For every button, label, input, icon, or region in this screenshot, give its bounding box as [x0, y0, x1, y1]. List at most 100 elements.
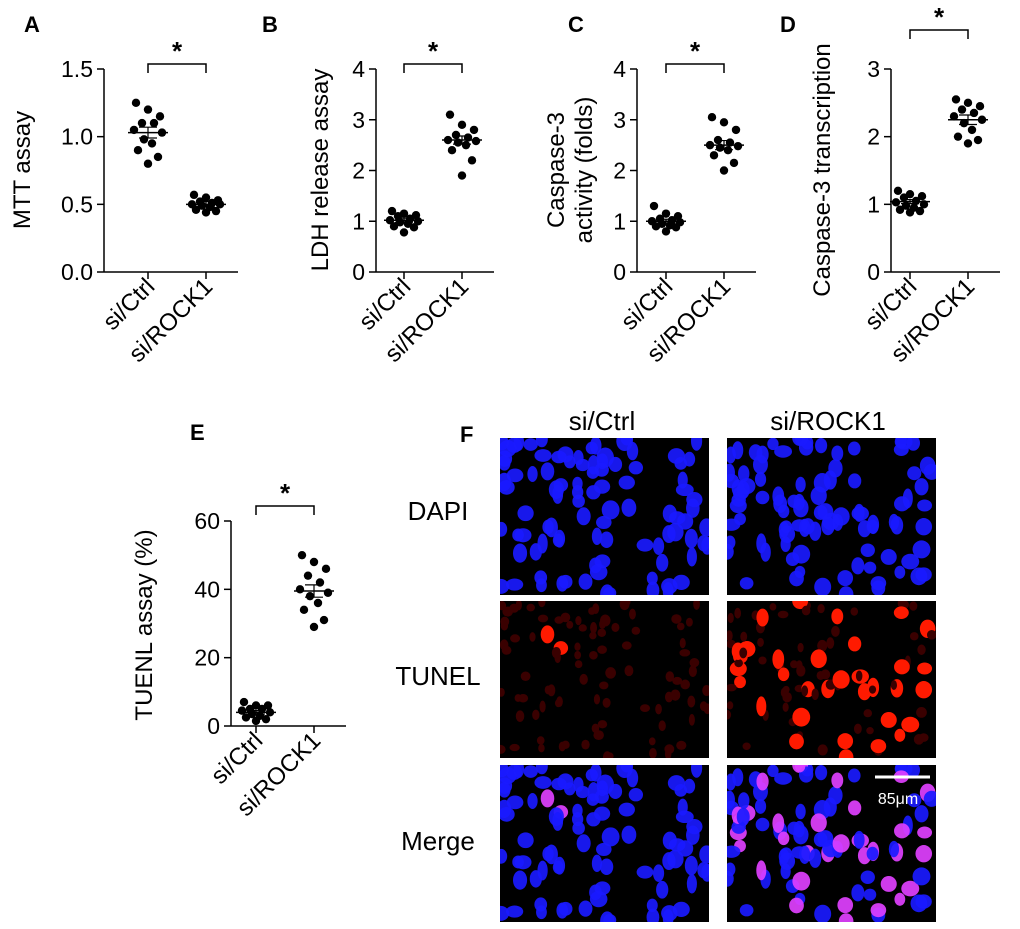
- data-point: [973, 135, 983, 145]
- nucleus: [500, 455, 511, 471]
- nucleus: [755, 817, 770, 832]
- y-axis-title: LDH release assay: [307, 69, 334, 272]
- tunel-faint-nucleus: [593, 694, 601, 705]
- nucleus: [795, 803, 806, 820]
- tunel-faint-nucleus: [602, 697, 611, 708]
- tunel-positive-nucleus: [756, 696, 767, 717]
- nucleus: [847, 473, 862, 489]
- data-point: [729, 158, 739, 168]
- tunel-faint-nucleus: [551, 647, 561, 659]
- data-point: [731, 125, 741, 135]
- nucleus: [794, 765, 806, 773]
- data-point: [649, 201, 659, 211]
- nucleus: [810, 486, 827, 506]
- nucleus: [923, 463, 936, 480]
- nucleus: [616, 438, 633, 452]
- tunel-positive-nucleus: [729, 661, 747, 677]
- data-point: [413, 217, 423, 226]
- series-si-rock1: [948, 95, 988, 148]
- series-si-ctrl: [384, 206, 424, 237]
- nucleus: [777, 831, 790, 846]
- data-point: [303, 571, 313, 580]
- nucleus: [552, 860, 564, 874]
- nucleus: [506, 578, 524, 591]
- data-point: [201, 208, 211, 217]
- y-tick-label: 0.0: [61, 259, 93, 285]
- tunel-faint-nucleus: [597, 720, 608, 729]
- nucleus: [514, 855, 532, 870]
- data-point: [147, 139, 157, 148]
- nucleus: [870, 576, 887, 591]
- data-point: [451, 130, 461, 140]
- nucleus: [683, 778, 696, 794]
- row-label: TUNEL: [395, 661, 480, 691]
- nucleus: [810, 813, 827, 833]
- data-point: [963, 139, 973, 148]
- nucleus: [809, 848, 822, 868]
- nucleus: [548, 480, 564, 500]
- nucleus: [912, 540, 931, 559]
- tunel-positive-nucleus: [540, 625, 555, 644]
- tunel-faint-nucleus: [591, 723, 600, 734]
- tunel-faint-nucleus: [777, 610, 789, 619]
- nucleus: [534, 570, 548, 585]
- nucleus: [506, 905, 524, 918]
- y-tick-label: 1.0: [61, 124, 93, 150]
- nucleus: [832, 507, 850, 526]
- data-point: [709, 151, 719, 160]
- significance-star: *: [280, 478, 291, 508]
- tunel-positive-nucleus: [777, 667, 790, 682]
- tunel-faint-nucleus: [734, 659, 743, 668]
- tunel-faint-nucleus: [679, 649, 691, 657]
- tunel-faint-nucleus: [685, 617, 693, 627]
- nucleus: [838, 586, 854, 595]
- tunel-positive-nucleus: [838, 749, 854, 758]
- nucleus: [793, 498, 809, 518]
- tunel-faint-nucleus: [538, 601, 546, 608]
- y-tick-label: 4: [352, 56, 365, 82]
- nucleus: [815, 438, 828, 454]
- tunel-faint-nucleus: [517, 694, 529, 703]
- tunel-faint-nucleus: [554, 699, 562, 708]
- nucleus: [870, 903, 887, 918]
- tunel-faint-nucleus: [680, 679, 691, 690]
- data-point: [967, 125, 977, 135]
- nucleus: [923, 790, 936, 807]
- y-tick-label: 20: [194, 645, 220, 671]
- data-point: [143, 159, 153, 168]
- data-point: [131, 98, 141, 108]
- tunel-faint-nucleus: [790, 660, 798, 669]
- data-point: [951, 95, 961, 104]
- nucleus: [618, 802, 635, 817]
- nucleus: [672, 901, 690, 917]
- nucleus: [727, 535, 736, 550]
- y-axis-title: TUENL assay (%): [131, 529, 158, 720]
- tunel-faint-nucleus: [510, 634, 521, 643]
- data-point: [155, 112, 165, 121]
- tunel-faint-nucleus: [740, 631, 748, 642]
- nucleus: [675, 483, 694, 497]
- tunel-faint-nucleus: [537, 614, 549, 623]
- nucleus: [572, 494, 585, 508]
- nucleus: [506, 765, 523, 780]
- y-tick-label: 1: [867, 191, 880, 217]
- nucleus: [727, 862, 736, 877]
- data-point: [189, 190, 199, 200]
- data-point: [321, 564, 331, 574]
- nucleus: [727, 845, 741, 858]
- nucleus: [628, 461, 644, 475]
- tunel-faint-nucleus: [588, 607, 596, 615]
- data-point: [319, 615, 329, 625]
- data-point: [309, 557, 319, 567]
- nucleus: [656, 880, 669, 899]
- data-point: [239, 697, 249, 707]
- nucleus: [585, 768, 598, 782]
- tunel-faint-nucleus: [853, 723, 862, 734]
- y-tick-label: 40: [194, 576, 220, 602]
- nucleus: [866, 846, 879, 861]
- nucleus: [662, 582, 674, 595]
- tunel-positive-nucleus: [901, 716, 920, 733]
- nucleus: [837, 570, 854, 587]
- nucleus: [880, 549, 897, 565]
- tunel-positive-nucleus: [832, 670, 850, 689]
